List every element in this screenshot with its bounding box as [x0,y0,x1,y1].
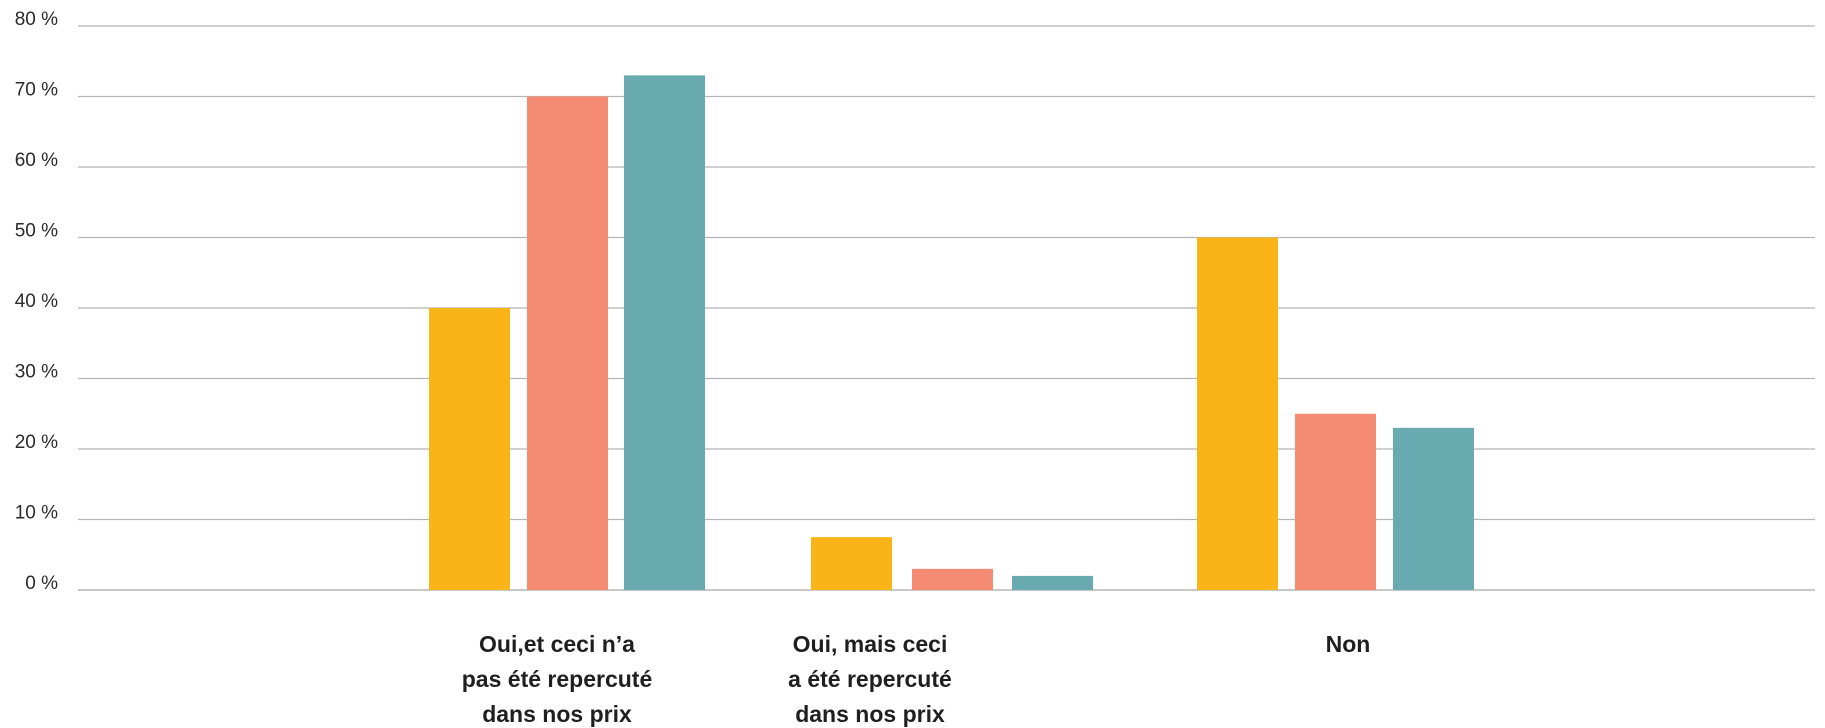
category-label-line: Non [1326,631,1371,657]
y-tick-label: 60 % [15,150,58,171]
category-label-line: Oui,et ceci n’a [479,631,635,657]
y-tick-label: 40 % [15,291,58,312]
category-label: Oui, mais ceci a été repercuté dans nos pr… [788,631,952,727]
category-label-line: dans nos prix [482,701,632,727]
y-tick-label: 30 % [15,362,58,383]
bar [429,308,510,590]
y-axis-tick-labels: 0 % 10 % 20 % 30 % 40 % 50 % 60 % 70 % 80 % [15,9,58,594]
y-tick-label: 50 % [15,221,58,242]
bar [912,568,993,590]
category-label: Non [1326,631,1371,657]
category-label-line: Oui, mais ceci [793,631,948,657]
bars [429,75,1474,591]
y-tick-label: 70 % [15,80,58,101]
category-label-line: pas été repercuté [462,666,652,692]
y-tick-label: 20 % [15,432,58,453]
y-tick-label: 0 % [25,573,58,594]
bar [1012,575,1093,590]
bar [1197,237,1278,590]
bar [1393,427,1474,590]
bar [811,537,892,590]
category-label-line: dans nos prix [795,701,945,727]
bar [1295,413,1376,590]
y-tick-label: 80 % [15,9,58,30]
x-axis-category-labels: Oui,et ceci n’a pas été repercuté dans nos… [462,631,1371,727]
category-label: Oui,et ceci n’a pas été repercuté dans nos… [462,631,652,727]
bar [527,96,608,590]
y-tick-label: 10 % [15,503,58,524]
category-label-line: a été repercuté [788,666,952,692]
bar [624,75,705,591]
gridlines [78,25,1815,591]
